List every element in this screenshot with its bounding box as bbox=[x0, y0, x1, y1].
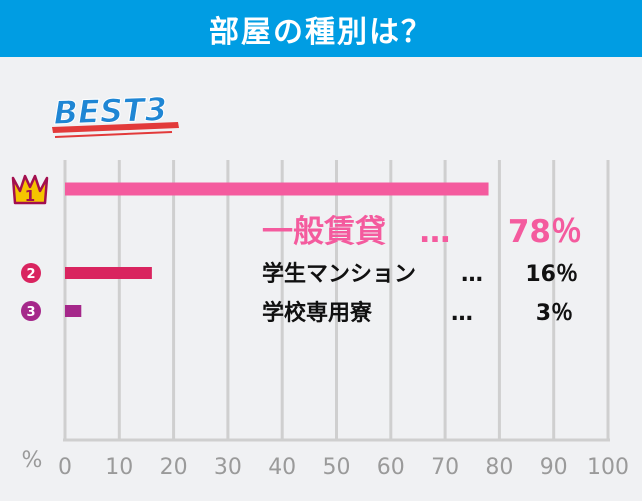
rank-2-number: 2 bbox=[26, 267, 35, 282]
separator-3: … bbox=[451, 301, 473, 326]
rank-2-circle-icon bbox=[21, 263, 41, 283]
category-label-2: 学生マンション bbox=[262, 261, 416, 287]
rank-icons: 1 2 3 bbox=[11, 174, 49, 321]
rank-3-number: 3 bbox=[26, 305, 35, 320]
bars bbox=[65, 182, 489, 317]
header-bar: 部屋の種別は？ bbox=[0, 0, 642, 57]
x-tick-label: 70 bbox=[431, 455, 459, 480]
badge-underline-thin bbox=[54, 131, 173, 138]
separator-2: … bbox=[461, 262, 483, 287]
x-tick-label: 80 bbox=[485, 455, 513, 480]
bar-2 bbox=[65, 267, 152, 279]
crown-icon bbox=[11, 174, 49, 205]
grid-lines bbox=[63, 160, 610, 442]
x-tick-label: 50 bbox=[323, 455, 351, 480]
data-labels: 一般賃貸… 78％学生マンション… 16％学校専用寮… 3％ bbox=[262, 214, 582, 326]
x-tick-label: 40 bbox=[268, 455, 296, 480]
category-label-1: 一般賃貸 bbox=[262, 214, 386, 250]
x-tick-label: 20 bbox=[160, 455, 188, 480]
separator-1: … bbox=[420, 214, 451, 250]
value-label-3: 3％ bbox=[536, 301, 573, 326]
category-label-3: 学校専用寮 bbox=[262, 300, 373, 326]
best3-badge: BEST3 bbox=[52, 90, 179, 138]
rank-3-circle-icon bbox=[21, 301, 41, 321]
bar-3 bbox=[65, 305, 82, 317]
badge-text: BEST3 bbox=[53, 90, 168, 132]
x-tick-label: 0 bbox=[58, 455, 72, 480]
x-tick-label: 60 bbox=[377, 455, 405, 480]
x-axis-unit-label: % bbox=[22, 448, 43, 473]
x-tick-label: 90 bbox=[540, 455, 568, 480]
x-tick-label: 100 bbox=[587, 455, 629, 480]
x-tick-label: 10 bbox=[105, 455, 133, 480]
bar-1 bbox=[65, 182, 489, 196]
badge-underline bbox=[52, 122, 179, 133]
x-tick-labels: 0 10 20 30 40 50 60 70 80 90 100 bbox=[58, 455, 629, 480]
value-label-2: 16％ bbox=[525, 262, 578, 287]
page-title: 部屋の種別は？ bbox=[209, 14, 433, 50]
x-tick-label: 30 bbox=[214, 455, 242, 480]
value-label-1: 78％ bbox=[508, 214, 582, 250]
rank-1-number: 1 bbox=[25, 187, 35, 205]
